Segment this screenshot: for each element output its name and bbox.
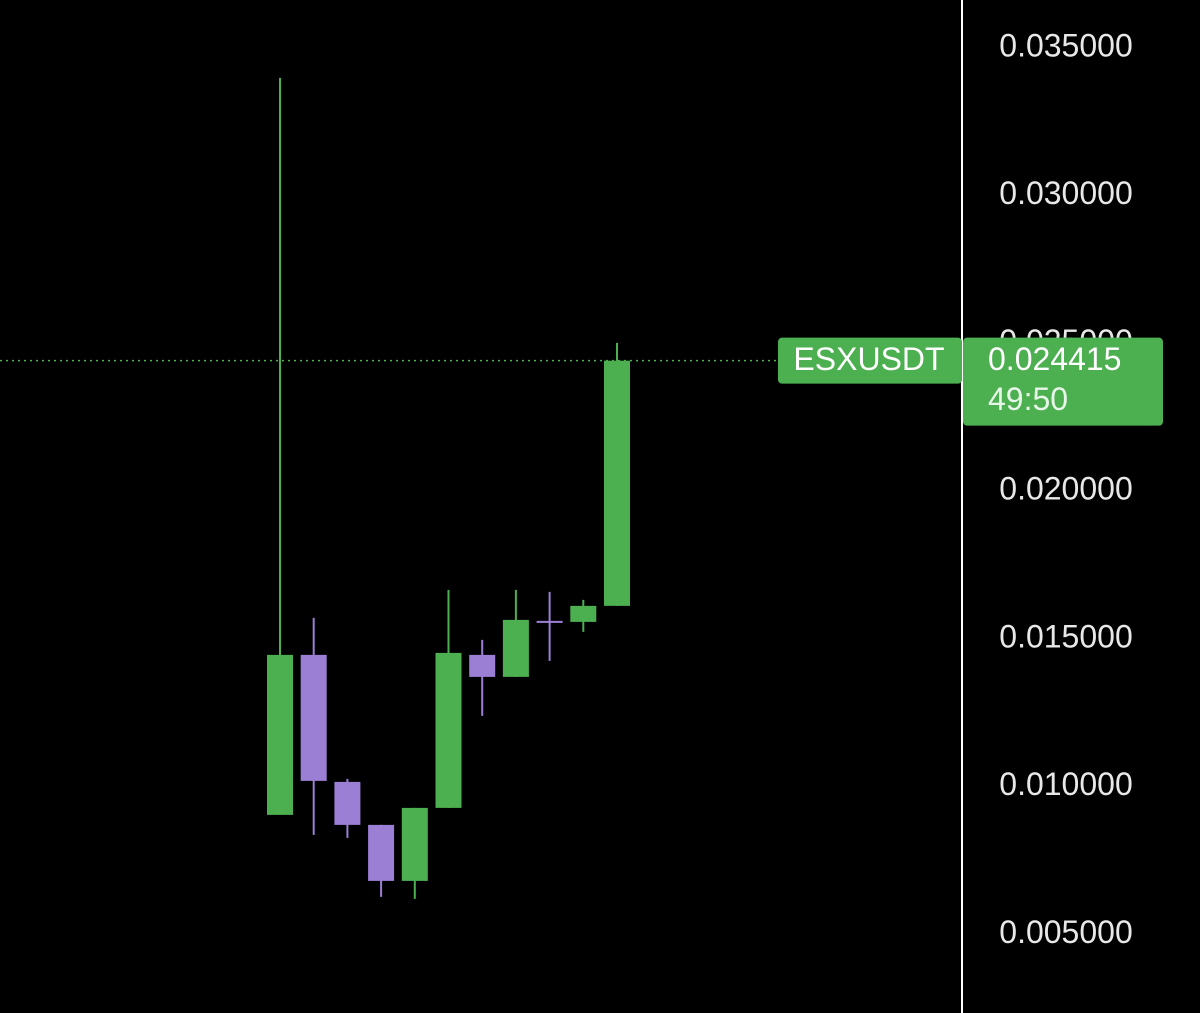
candle-body	[570, 605, 597, 622]
candle-body	[469, 654, 496, 677]
candle-body	[401, 807, 428, 881]
price-badge	[963, 337, 1163, 426]
countdown-label: 49:50	[988, 381, 1068, 417]
candle-body	[334, 781, 361, 825]
candle-body	[435, 652, 462, 808]
candle-body	[502, 619, 529, 677]
y-tick-label: 0.035000	[999, 27, 1132, 63]
y-tick-label: 0.030000	[999, 175, 1132, 211]
last-price-label: 0.024415	[988, 341, 1121, 377]
candle-body	[604, 360, 630, 606]
y-tick-label: 0.005000	[999, 914, 1132, 950]
y-tick-label: 0.015000	[999, 618, 1132, 654]
symbol-badge	[778, 337, 962, 384]
candle-body	[536, 620, 563, 623]
candle-body	[300, 654, 327, 781]
candle-body	[368, 824, 395, 881]
symbol-label: ESXUSDT	[793, 341, 944, 377]
y-tick-label: 0.010000	[999, 766, 1132, 802]
candle-body	[267, 654, 293, 815]
y-tick-label: 0.020000	[999, 471, 1132, 507]
